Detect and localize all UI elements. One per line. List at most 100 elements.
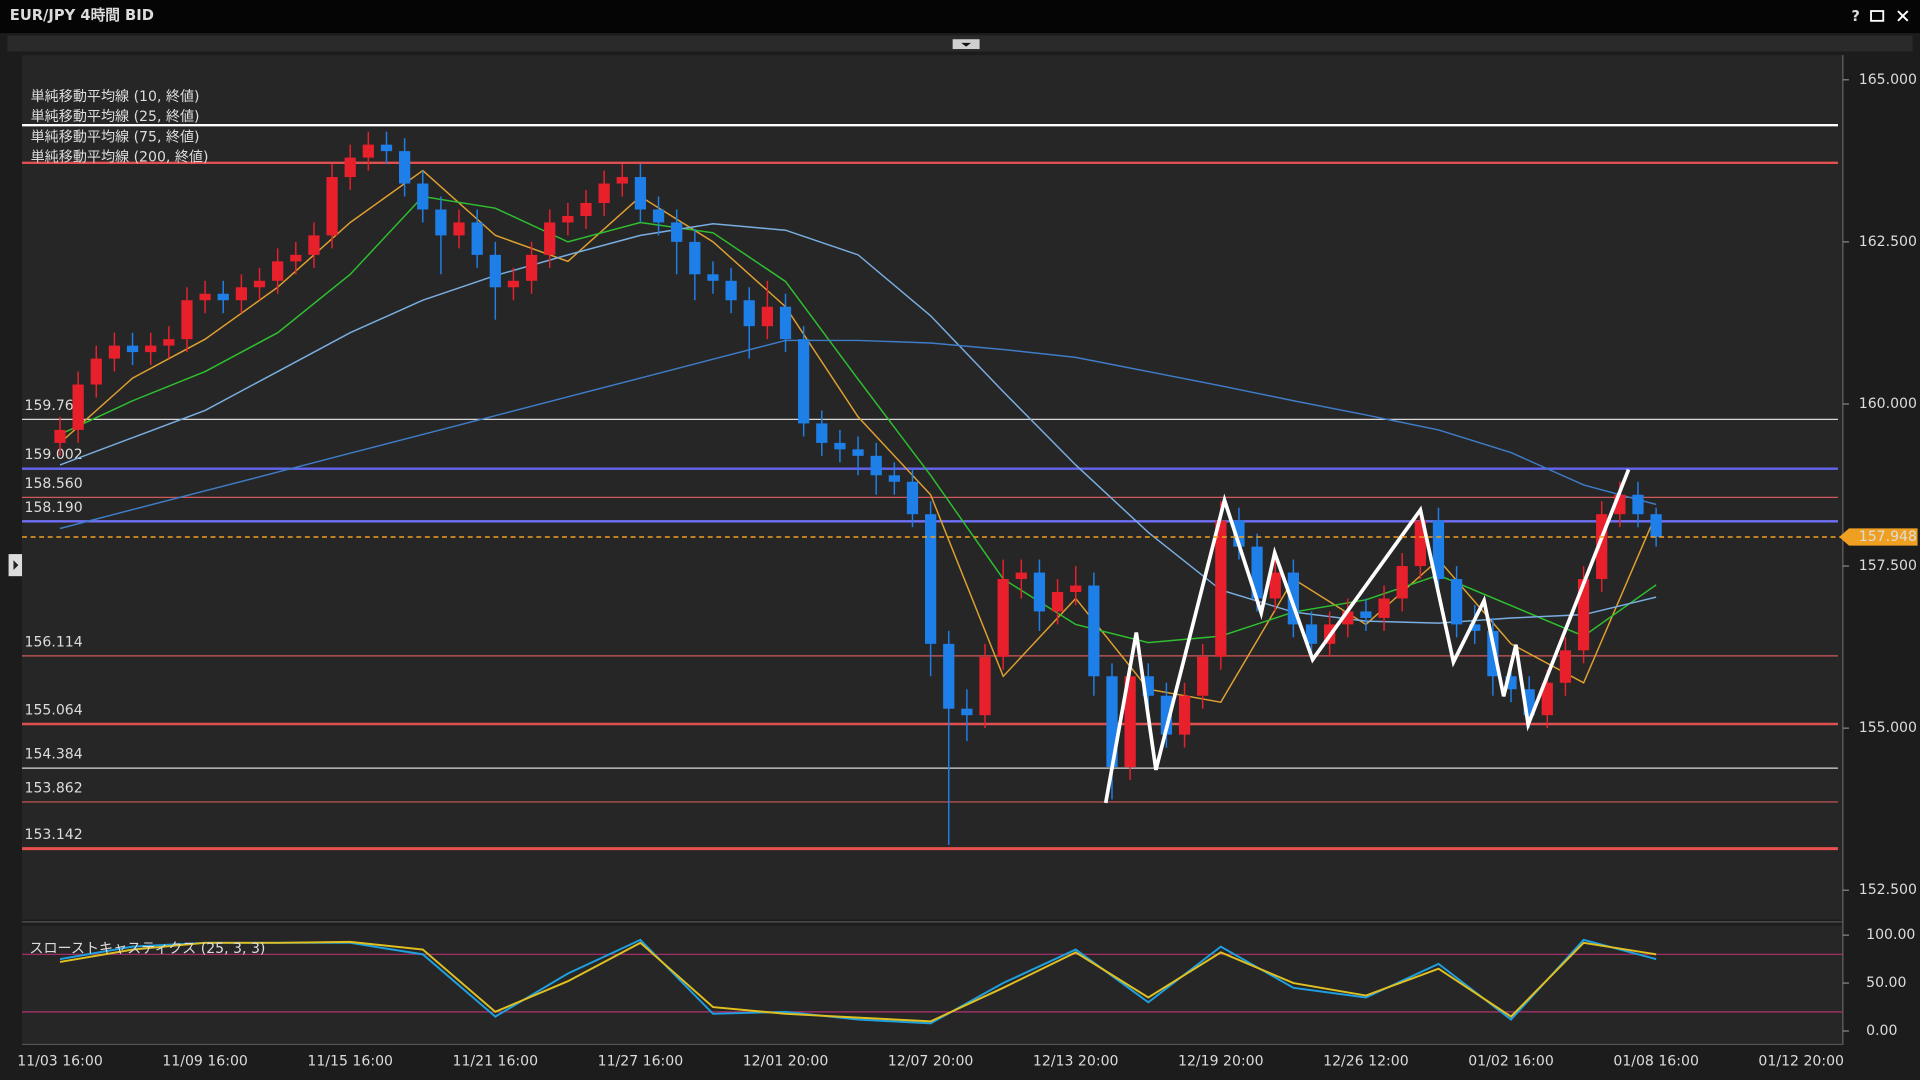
candle-body [1450, 579, 1463, 625]
candle-body [380, 144, 393, 152]
candle-body [272, 261, 284, 281]
candle-body [834, 442, 846, 450]
legend-entry: 単純移動平均線 (75, 終値) [31, 129, 200, 145]
candle-body [1541, 682, 1553, 716]
candle-body [1469, 624, 1481, 631]
level-label: 153.862 [24, 780, 82, 796]
y-tick-label: 157.500 [1859, 558, 1917, 574]
x-tick-label: 12/19 20:00 [1178, 1054, 1264, 1070]
close-button[interactable] [1897, 10, 1909, 22]
candle-body [1650, 514, 1662, 538]
candle-body [1160, 695, 1173, 735]
candle-body [1088, 585, 1100, 677]
zigzag-drawing [1103, 468, 1631, 804]
candle-body [362, 144, 374, 158]
x-tick-label: 11/15 16:00 [307, 1054, 393, 1070]
candle-body [961, 708, 973, 716]
candle-body [906, 481, 919, 515]
stoch-title: スローストキャスティクス (25, 3, 3) [29, 941, 265, 957]
legend-entry: 単純移動平均線 (10, 終値) [31, 89, 200, 105]
moving-average-line [59, 222, 1657, 624]
y-tick-label: 162.500 [1859, 234, 1917, 250]
y-tick-label: 152.500 [1859, 882, 1917, 898]
stoch-plot-bg [22, 925, 1843, 1045]
candle-body [1015, 572, 1027, 580]
candle-body [253, 280, 266, 288]
candle-body [725, 280, 737, 301]
candle-body [816, 423, 828, 443]
candle-body [924, 514, 937, 644]
x-tick-label: 11/27 16:00 [598, 1054, 684, 1070]
x-tick-label: 11/21 16:00 [453, 1054, 539, 1070]
candle-body [290, 254, 302, 262]
x-tick-label: 11/03 16:00 [17, 1054, 103, 1070]
candle-body [1614, 494, 1626, 515]
candle-body [1106, 676, 1118, 768]
candle-body [126, 345, 139, 353]
candle-body [616, 177, 628, 184]
candle-body [888, 475, 900, 482]
maximize-button[interactable] [1870, 10, 1885, 22]
candle-body [1396, 566, 1408, 599]
level-label: 158.190 [24, 500, 82, 516]
level-label: 153.142 [24, 827, 82, 843]
x-tick-label: 12/13 20:00 [1033, 1054, 1119, 1070]
candle-body [1559, 650, 1572, 683]
candle-body [1142, 676, 1154, 696]
y-tick-label: 160.000 [1859, 396, 1917, 412]
candle-body [580, 202, 592, 216]
x-tick-label: 01/02 16:00 [1468, 1054, 1554, 1070]
level-label: 159.762 [24, 398, 82, 414]
candle-body [852, 449, 864, 456]
x-tick-label: 01/12 20:00 [1758, 1054, 1844, 1070]
candle-body [398, 151, 411, 184]
side-toggle-arrow [13, 560, 19, 571]
candle-body [1414, 520, 1426, 567]
candle-body [1378, 598, 1390, 618]
candle-body [163, 339, 175, 346]
title-bar [0, 0, 1920, 34]
candle-body [1215, 520, 1227, 657]
plot-layer: 152.500 155.000 157.500 160.000 162.500 165.0… [17, 72, 1917, 1070]
legend-entry: 単純移動平均線 (25, 終値) [31, 109, 200, 125]
candle-body [1124, 676, 1136, 768]
candle-body [1051, 591, 1064, 612]
candle-body [235, 287, 248, 301]
dropdown-arrow [961, 42, 972, 47]
x-tick-label: 12/07 20:00 [888, 1054, 974, 1070]
candle-body [544, 222, 556, 255]
candle-body [1197, 656, 1209, 696]
legend-entry: 単純移動平均線 (200, 終値) [31, 150, 209, 166]
stoch-y-tick-label: 100.00 [1866, 927, 1915, 943]
candle-body [489, 254, 501, 288]
level-label: 154.384 [24, 747, 82, 763]
candle-body [598, 183, 610, 203]
candle-body [1178, 695, 1191, 735]
candle-body [652, 209, 665, 223]
candle-body [1505, 676, 1517, 690]
moving-average-line [59, 339, 1657, 530]
candle-body [90, 358, 102, 385]
candle-body [1070, 585, 1082, 592]
level-label: 155.064 [24, 703, 82, 719]
candle-body [1251, 546, 1263, 599]
candle-body [435, 209, 447, 236]
y-tick-label: 165.000 [1859, 72, 1917, 88]
candle-body [1305, 624, 1318, 644]
level-label: 159.002 [24, 447, 82, 463]
stoch-y-tick-label: 50.00 [1866, 975, 1906, 991]
candle-body [308, 235, 320, 255]
current-price-label: 157.948 [1859, 529, 1917, 545]
y-tick-label: 155.000 [1859, 720, 1917, 736]
candle-body [743, 300, 755, 327]
candle-body [507, 280, 520, 288]
candle-body [943, 643, 955, 709]
candle-body [689, 241, 701, 275]
help-button[interactable]: ? [1851, 8, 1860, 25]
moving-average-line [59, 195, 1657, 644]
candle-body [181, 300, 193, 340]
candle-body [562, 215, 574, 223]
main-plot-bg [22, 55, 1843, 920]
candle-body [798, 339, 810, 424]
